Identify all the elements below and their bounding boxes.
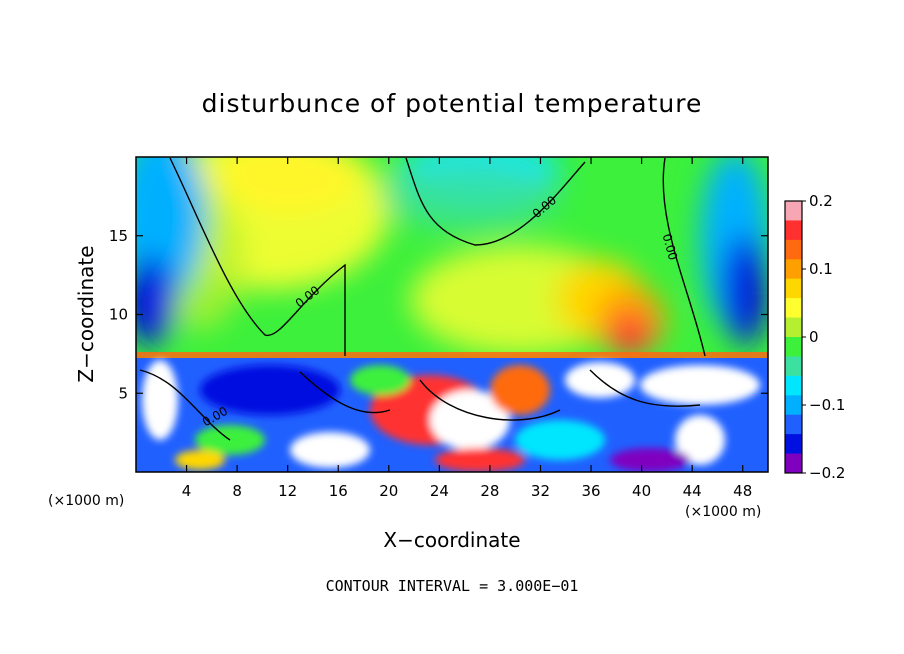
y-axis-ticks: 5 10 15 [109, 227, 768, 402]
colorbar-swatch [785, 337, 802, 357]
colorbar-swatch [785, 453, 802, 474]
x-tick-label: 24 [430, 482, 449, 500]
y-axis-label: Z−coordinate [74, 245, 98, 382]
y-tick-label: 10 [109, 306, 128, 324]
x-unit-label-left: (×1000 m) [48, 493, 124, 509]
colorbar-swatch [785, 201, 802, 221]
contour-interval-note: CONTOUR INTERVAL = 3.000E−01 [326, 577, 579, 595]
colorbar-tick-label: 0.1 [809, 260, 833, 278]
boundary-band [136, 352, 768, 358]
x-axis-ticks: 4 8 12 16 20 24 28 32 36 40 44 48 [182, 157, 752, 500]
plot-area [136, 157, 768, 472]
colorbar-swatch [785, 434, 802, 455]
colorbar-swatch [785, 220, 802, 241]
x-tick-label: 28 [480, 482, 499, 500]
colorbar-swatch [785, 356, 802, 377]
x-unit-label-right: (×1000 m) [685, 504, 761, 520]
colorbar-swatch [785, 298, 802, 319]
colorbar-swatch [785, 317, 802, 338]
x-tick-label: 32 [531, 482, 550, 500]
colorbar-tick-label: 0 [809, 328, 819, 346]
x-tick-label: 12 [278, 482, 297, 500]
x-tick-label: 20 [379, 482, 398, 500]
colorbar: 0.2 0.1 0 −0.1 −0.2 [784, 192, 845, 482]
contour-zero-right [662, 157, 706, 357]
x-tick-label: 48 [733, 482, 752, 500]
x-tick-label: 36 [581, 482, 600, 500]
contour-zero-left [169, 157, 346, 356]
contour-lower [139, 369, 701, 441]
x-tick-label: 40 [632, 482, 651, 500]
colorbar-tick-label: 0.2 [809, 192, 833, 210]
contour-label-3: 0.00 [660, 232, 680, 261]
colorbar-swatch [785, 395, 802, 416]
colorbar-tick-label: −0.1 [809, 396, 845, 414]
y-tick-label: 5 [118, 384, 128, 402]
colorbar-swatch [785, 375, 802, 396]
colorbar-swatch [785, 259, 802, 280]
x-tick-label: 8 [232, 482, 242, 500]
contour-zero-middle [405, 157, 586, 246]
contour-lines [139, 157, 706, 441]
x-tick-label: 16 [329, 482, 348, 500]
x-tick-label: 44 [683, 482, 702, 500]
colorbar-swatch [785, 239, 802, 260]
colorbar-swatch [785, 414, 802, 435]
colorbar-swatch [785, 278, 802, 299]
colorbar-tick-label: −0.2 [809, 464, 845, 482]
upper-field [136, 157, 768, 355]
x-tick-label: 4 [182, 482, 192, 500]
chart-title: disturbunce of potential temperature [202, 89, 703, 118]
lower-field [136, 358, 768, 472]
x-axis-label: X−coordinate [383, 528, 520, 552]
y-tick-label: 15 [109, 227, 128, 245]
